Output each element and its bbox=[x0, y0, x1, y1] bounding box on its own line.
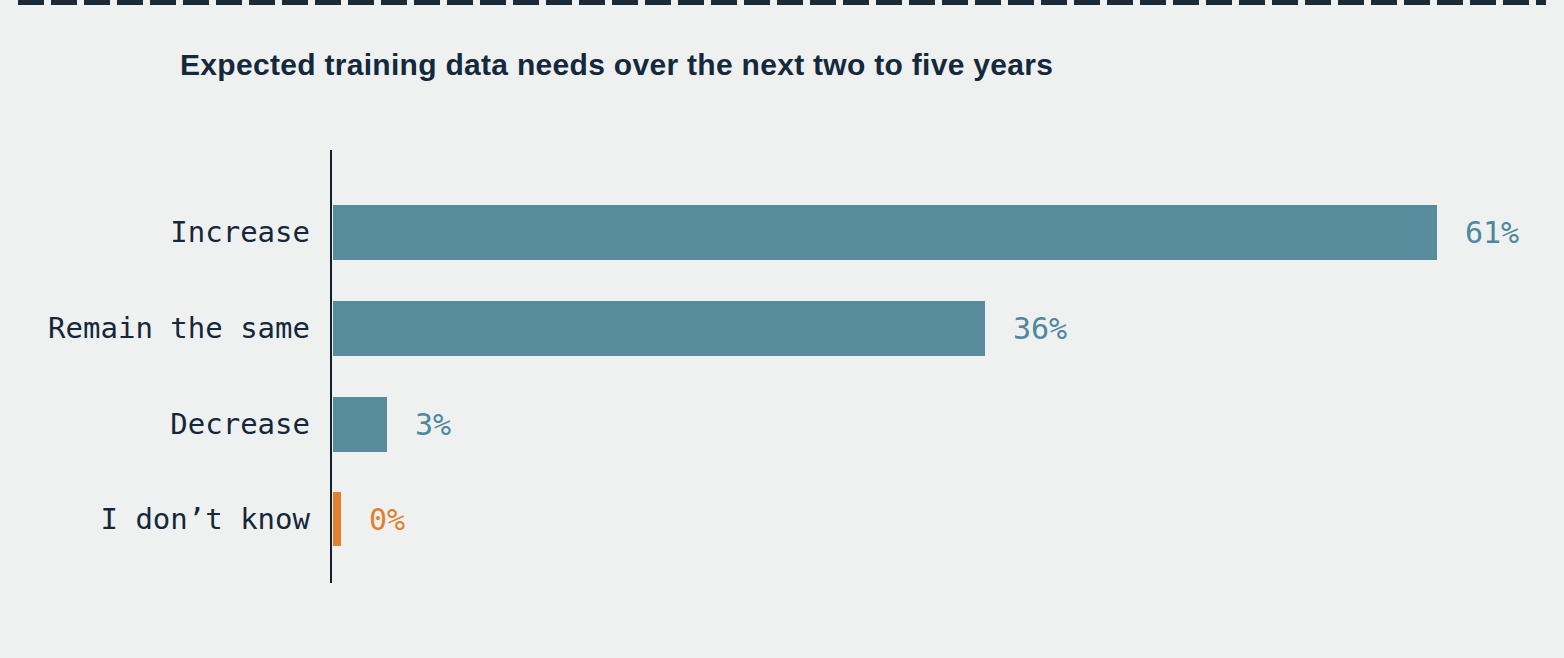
chart-canvas: Expected training data needs over the ne… bbox=[0, 0, 1564, 658]
bar bbox=[333, 301, 985, 356]
value-label: 36% bbox=[1013, 301, 1067, 356]
bar-row: Decrease 3% bbox=[0, 397, 1564, 452]
value-label: 61% bbox=[1465, 205, 1519, 260]
chart-title: Expected training data needs over the ne… bbox=[180, 48, 1053, 82]
zero-bar bbox=[333, 492, 341, 546]
bar-row: I don’t know 0% bbox=[0, 492, 1564, 547]
value-label: 3% bbox=[415, 397, 451, 452]
bar bbox=[333, 397, 387, 452]
category-label: Increase bbox=[20, 205, 310, 260]
bar-row: Increase 61% bbox=[0, 205, 1564, 260]
value-label: 0% bbox=[369, 492, 405, 547]
top-dashed-border bbox=[18, 0, 1546, 5]
category-label: Decrease bbox=[20, 397, 310, 452]
category-label: I don’t know bbox=[20, 492, 310, 547]
bar bbox=[333, 205, 1437, 260]
category-label: Remain the same bbox=[20, 301, 310, 356]
bar-row: Remain the same 36% bbox=[0, 301, 1564, 356]
